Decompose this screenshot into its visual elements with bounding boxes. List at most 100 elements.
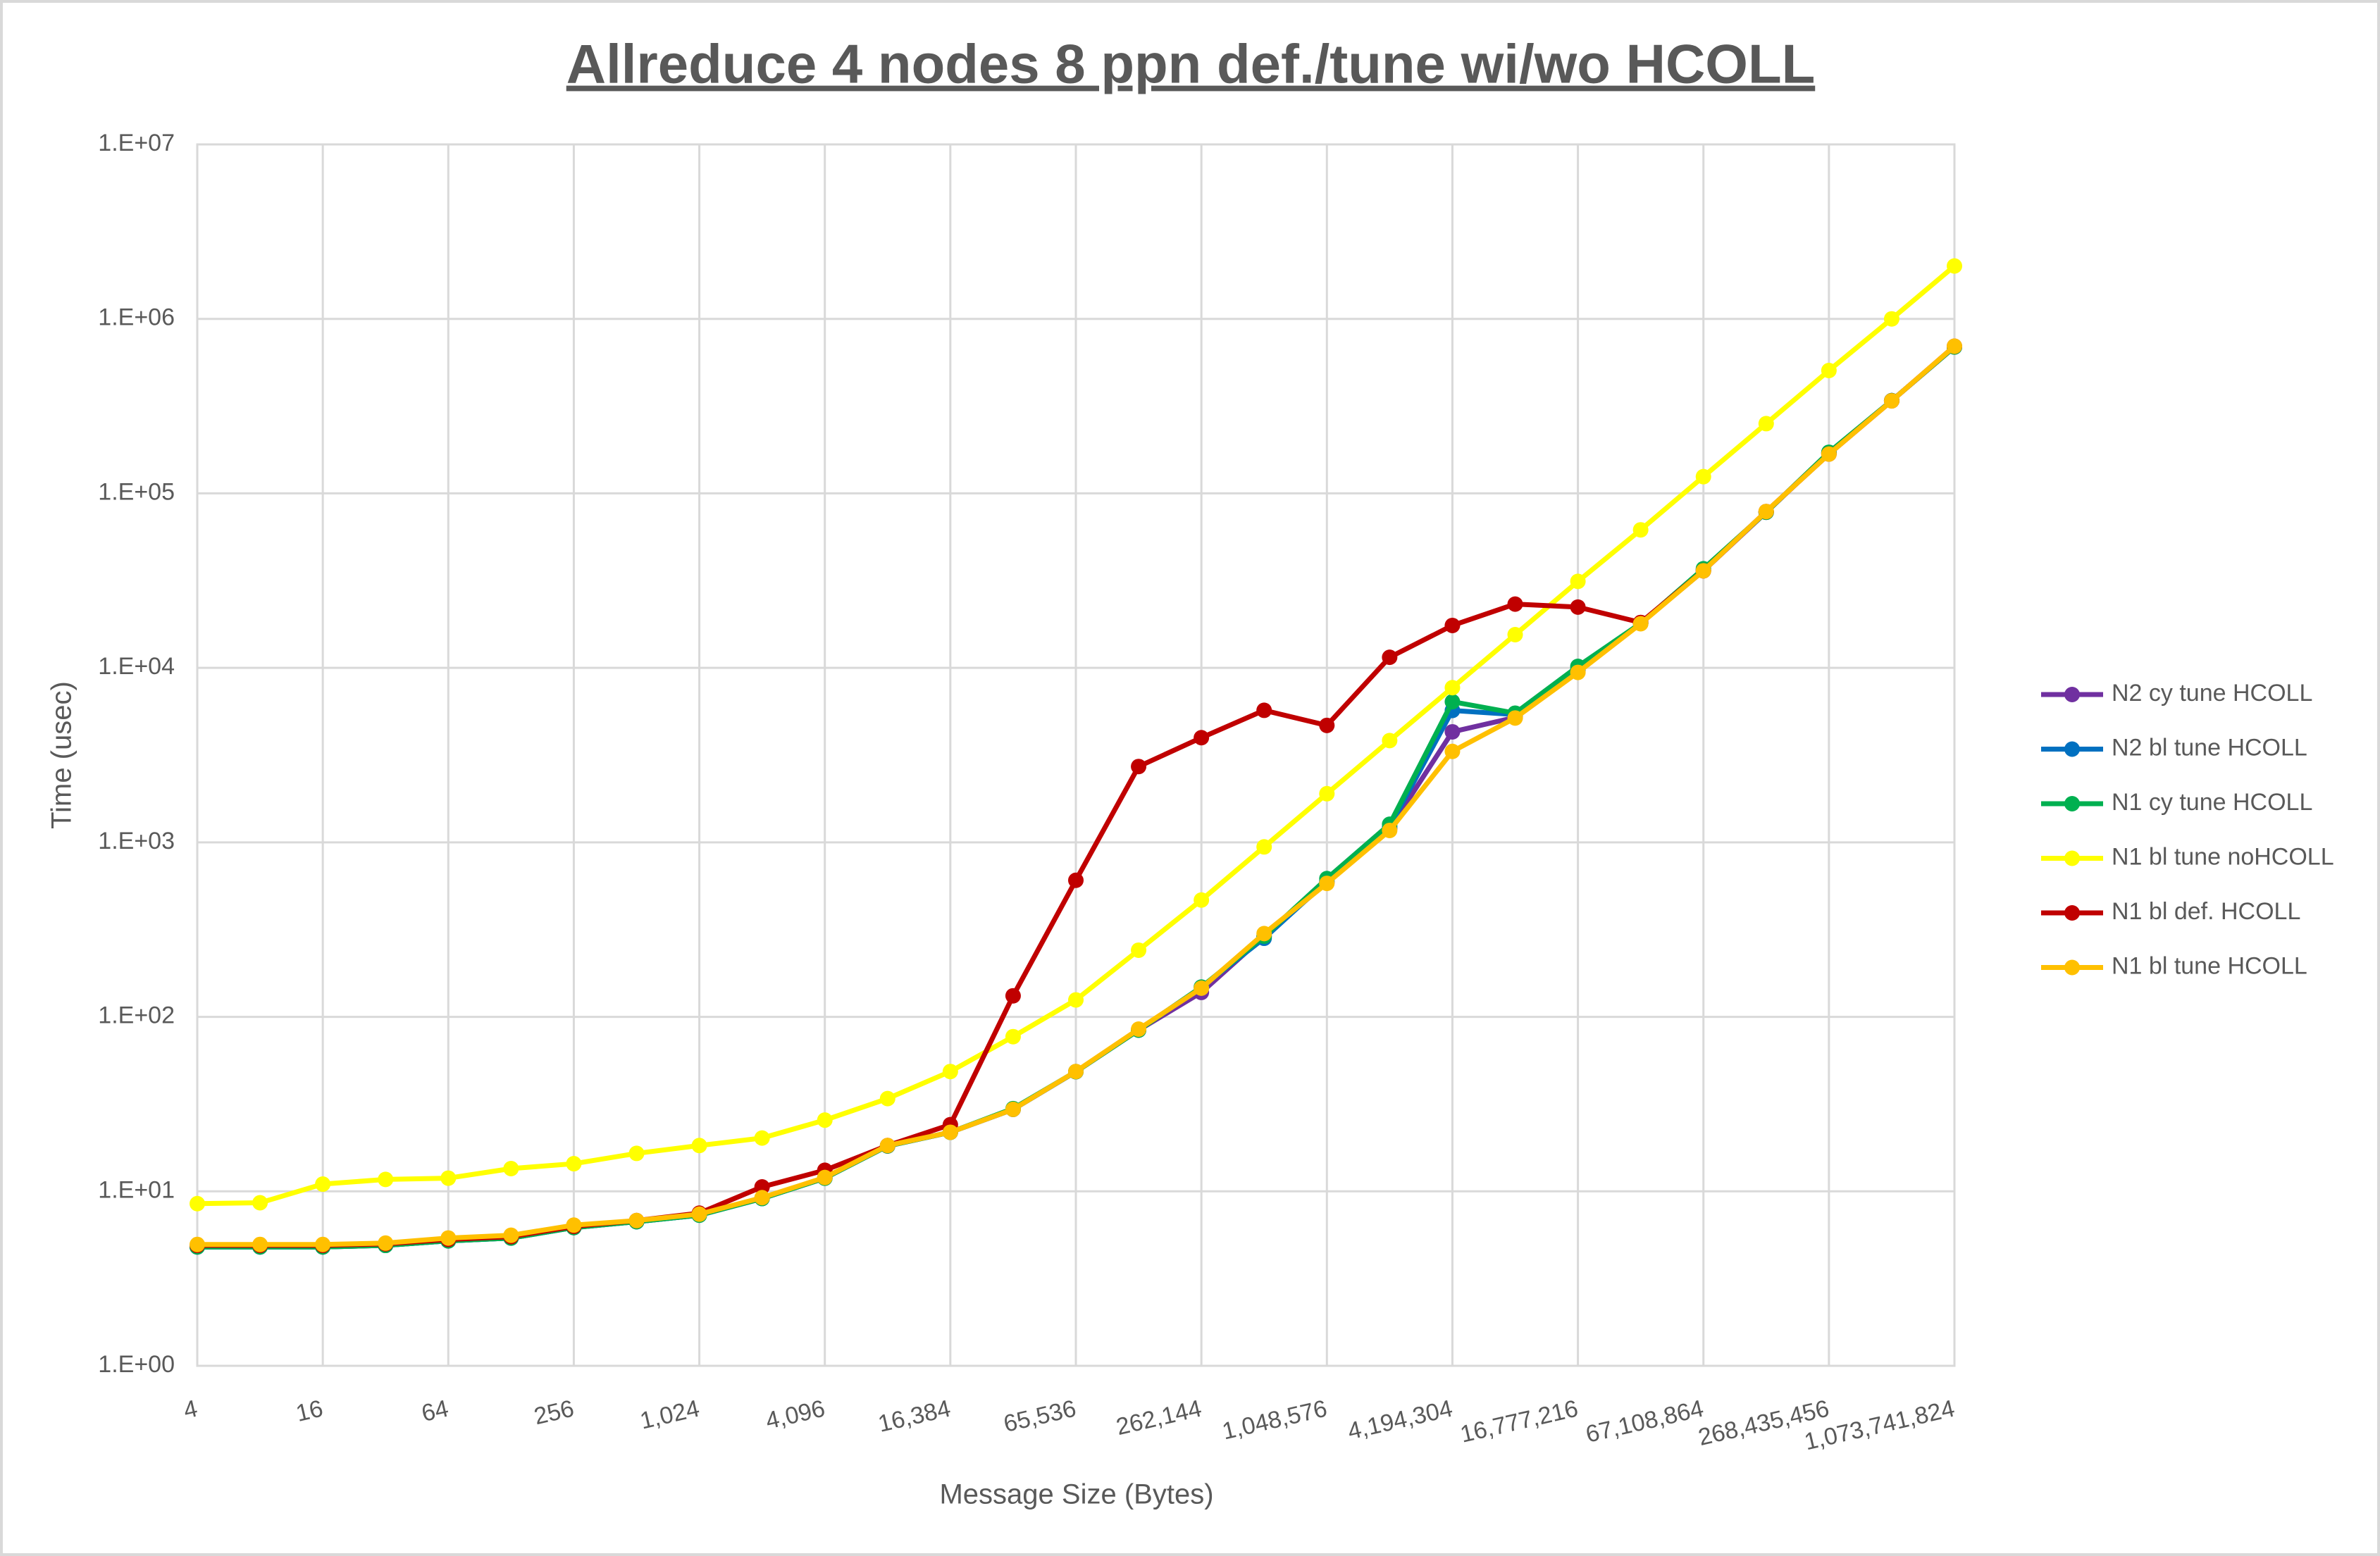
data-point [1632, 522, 1649, 538]
data-point [1319, 876, 1335, 892]
x-tick-label: 16 [294, 1395, 326, 1428]
data-point [440, 1230, 457, 1246]
data-point [378, 1171, 394, 1188]
legend-swatch-marker [2064, 687, 2080, 702]
legend: N2 cy tune HCOLL N2 bl tune HCOLL N1 cy tu… [2041, 680, 2334, 979]
data-point [1695, 468, 1711, 485]
data-point [1319, 785, 1335, 802]
legend-swatch-marker [2064, 741, 2080, 757]
data-point [1068, 872, 1084, 888]
data-point [1695, 563, 1711, 579]
plot-border [196, 143, 1956, 1367]
data-point [1821, 446, 1837, 462]
data-point [566, 1217, 582, 1233]
y-tick-label: 1.E+02 [98, 1002, 175, 1029]
data-point [315, 1236, 331, 1252]
data-point [1131, 759, 1147, 775]
legend-label: N1 bl tune noHCOLL [2112, 843, 2334, 870]
data-point [1131, 1021, 1147, 1038]
data-point [1005, 1101, 1021, 1117]
data-point [1444, 743, 1461, 759]
data-point [817, 1112, 833, 1128]
y-tick-label: 1.E+05 [98, 478, 175, 505]
data-point [691, 1138, 707, 1154]
plot-area [190, 258, 1962, 1255]
legend-label: N2 cy tune HCOLL [2112, 680, 2312, 707]
data-point [754, 1190, 770, 1206]
data-point [1005, 988, 1021, 1004]
legend-swatch-marker [2064, 850, 2080, 866]
data-point [1507, 710, 1523, 726]
data-point [1068, 1064, 1084, 1080]
data-point [252, 1195, 268, 1211]
data-point [503, 1227, 519, 1243]
legend-swatch-marker [2064, 796, 2080, 811]
x-axis-title: Message Size (Bytes) [939, 1479, 1213, 1510]
data-point [1256, 839, 1272, 855]
legend-label: N1 bl def. HCOLL [2112, 898, 2300, 925]
data-point [942, 1124, 958, 1140]
data-point [1632, 616, 1649, 632]
data-point [754, 1179, 770, 1195]
data-point [1507, 596, 1523, 612]
data-point [1382, 822, 1398, 838]
data-point [503, 1161, 519, 1177]
data-point [1194, 980, 1210, 996]
data-point [1947, 338, 1962, 354]
y-tick-label: 1.E+00 [98, 1351, 175, 1378]
y-tick-label: 1.E+07 [98, 130, 175, 156]
y-tick-label: 1.E+04 [98, 653, 175, 680]
legend-label: N1 cy tune HCOLL [2112, 789, 2312, 816]
data-point [1005, 1028, 1021, 1045]
chart-title: Allreduce 4 nodes 8 ppn def./tune wi/wo … [566, 33, 1815, 95]
data-point [440, 1170, 457, 1186]
data-point [754, 1130, 770, 1146]
data-point [1758, 504, 1774, 520]
data-point [1758, 416, 1774, 432]
data-point [1883, 393, 1899, 409]
data-point [628, 1145, 645, 1162]
data-point [1507, 626, 1523, 642]
data-point [1947, 258, 1962, 274]
data-point [1883, 311, 1899, 327]
legend-label: N1 bl tune HCOLL [2112, 952, 2307, 979]
data-point [879, 1138, 895, 1154]
data-point [252, 1236, 268, 1252]
data-point [1194, 730, 1210, 746]
data-point [1444, 723, 1461, 740]
data-point [1256, 702, 1272, 718]
data-point [1194, 892, 1210, 908]
legend-swatch-marker [2064, 905, 2080, 921]
data-point [942, 1064, 958, 1080]
data-point [190, 1236, 205, 1252]
x-tick-label: 64 [419, 1395, 451, 1428]
data-point [1570, 599, 1586, 615]
data-point [1444, 680, 1461, 696]
data-point [691, 1206, 707, 1222]
legend-label: N2 bl tune HCOLL [2112, 734, 2307, 761]
data-point [628, 1212, 645, 1228]
y-tick-label: 1.E+03 [98, 828, 175, 854]
data-point [378, 1235, 394, 1251]
data-point [1382, 733, 1398, 749]
data-point [1068, 992, 1084, 1008]
y-tick-label: 1.E+06 [98, 304, 175, 331]
data-point [1444, 694, 1461, 710]
data-point [1319, 717, 1335, 733]
data-point [315, 1176, 331, 1193]
y-tick-label: 1.E+01 [98, 1176, 175, 1203]
data-point [1570, 573, 1586, 590]
data-point [566, 1156, 582, 1172]
data-point [190, 1195, 205, 1212]
data-point [817, 1169, 833, 1185]
data-point [1444, 617, 1461, 633]
data-point [1382, 649, 1398, 666]
data-point [1256, 926, 1272, 942]
data-point [1570, 664, 1586, 680]
data-point [1821, 363, 1837, 379]
data-point [1131, 942, 1147, 958]
data-point [879, 1090, 895, 1107]
y-axis-title: Time (usec) [47, 681, 78, 829]
